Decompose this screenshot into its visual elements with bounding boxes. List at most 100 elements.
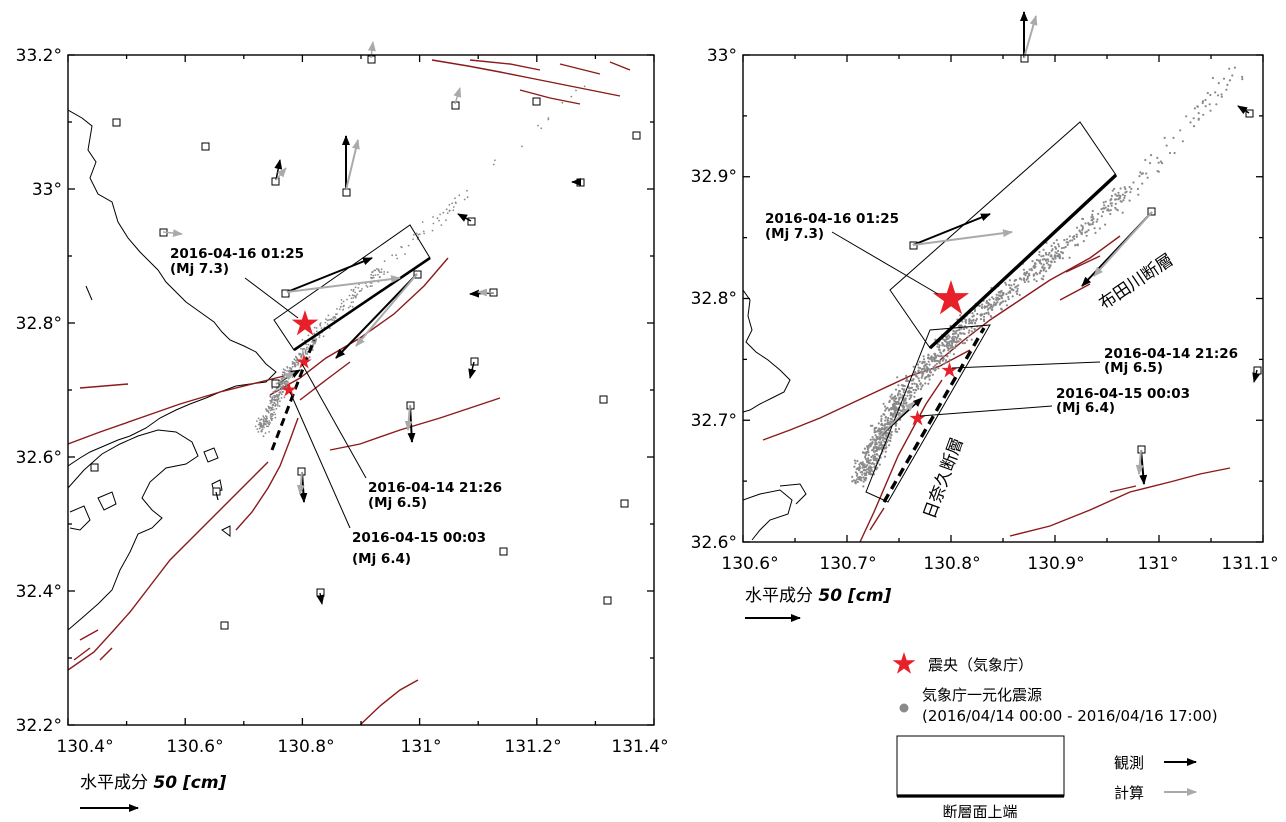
seismicity-dot (383, 271, 386, 273)
seismicity-dot (1041, 266, 1044, 269)
seismicity-dot (350, 301, 353, 304)
right-displacement-arrows (877, 11, 1261, 485)
seismicity-dot (273, 398, 276, 401)
seismicity-dot (930, 358, 933, 361)
seismicity-dot (326, 323, 329, 326)
seismicity-dot (875, 441, 878, 444)
seismicity-dot (262, 418, 265, 421)
seismicity-dot (432, 222, 435, 225)
seismicity-dot (867, 446, 870, 449)
seismicity-dot (885, 426, 888, 429)
seismicity-dot (937, 367, 940, 370)
seismicity-dot (933, 352, 937, 355)
seismicity-dot (878, 444, 881, 447)
seismicity-dot (1020, 278, 1023, 281)
seismicity-dot (862, 476, 865, 479)
seismicity-dot (946, 341, 949, 345)
seismicity-dot (436, 217, 439, 220)
seismicity-dot (885, 434, 888, 437)
seismicity-dot (354, 291, 356, 294)
seismicity-dot (1121, 193, 1124, 196)
seismicity-dot (311, 349, 314, 351)
seismicity-dot (970, 338, 973, 341)
seismicity-dot (877, 422, 880, 425)
seismicity-dot (1146, 176, 1149, 179)
seismicity-dot (1161, 162, 1164, 165)
seismicity-dot (269, 396, 272, 398)
seismicity-dot (888, 444, 891, 447)
left-event-label-mj73-mag: (Mj 7.3) (170, 261, 229, 277)
seismicity-dot (990, 308, 993, 311)
seismicity-dot (371, 271, 373, 274)
right-event-label-mj65-date: 2016-04-14 21:26 (1104, 346, 1238, 362)
seismicity-dot (283, 371, 286, 374)
seismicity-dot (886, 423, 889, 426)
seismicity-dot (305, 343, 307, 346)
seismicity-dot (869, 438, 872, 441)
seismicity-dot (266, 417, 268, 420)
seismicity-dot (438, 219, 440, 222)
seismicity-dot (1031, 260, 1034, 263)
seismicity-dot (412, 238, 414, 241)
seismicity-dot (1081, 217, 1084, 220)
seismicity-dot (271, 408, 273, 411)
seismicity-dot (417, 233, 420, 236)
seismicity-dot (1109, 202, 1112, 205)
right-coastline (743, 289, 807, 541)
seismicity-dot (1082, 240, 1085, 243)
seismicity-dot (924, 382, 927, 385)
seismicity-dot (265, 409, 268, 412)
seismicity-dot (1035, 258, 1038, 261)
seismicity-dot (540, 127, 543, 130)
seismicity-dot (1042, 263, 1045, 266)
seismicity-dot (861, 461, 864, 464)
seismicity-dot (1008, 290, 1012, 293)
seismicity-dot (1060, 247, 1064, 250)
seismicity-dot (931, 373, 935, 376)
seismicity-dot (270, 399, 273, 402)
seismicity-dot (873, 465, 876, 469)
seismicity-dot (959, 338, 962, 341)
seismicity-dot (1030, 267, 1033, 271)
seismicity-dot (967, 335, 970, 338)
seismicity-dot (521, 145, 523, 148)
seismicity-dot (1225, 88, 1228, 91)
seismicity-dot (893, 408, 896, 411)
seismicity-dot (978, 304, 981, 307)
seismicity-dot (1009, 291, 1012, 294)
seismicity-dot (911, 382, 914, 385)
seismicity-dot (921, 367, 925, 370)
seismicity-dot (275, 407, 278, 410)
seismicity-dot (889, 420, 892, 423)
seismicity-dot (867, 450, 870, 453)
seismicity-dot (960, 325, 963, 328)
seismicity-dot (1018, 293, 1021, 297)
seismicity-dot (306, 353, 309, 355)
seismicity-dot (352, 301, 355, 303)
right-tick-marks (742, 54, 1264, 543)
seismicity-dot (963, 342, 967, 345)
left-scale-caption: 水平成分 50 [cm] (80, 773, 227, 793)
seismicity-dot (332, 316, 335, 319)
seismicity-dot (262, 424, 265, 427)
seismicity-dot (1058, 253, 1061, 256)
seismicity-dot (915, 374, 918, 378)
seismicity-dot (282, 391, 285, 393)
seismicity-dot (282, 385, 285, 388)
seismicity-dot (261, 430, 263, 433)
seismicity-dot (958, 327, 961, 330)
seismicity-dot (452, 209, 455, 212)
seismicity-dot (1098, 227, 1101, 230)
seismicity-dot (921, 371, 925, 374)
seismicity-dot (328, 319, 330, 321)
seismicity-dot (1091, 209, 1094, 213)
seismicity-dot (1007, 298, 1010, 301)
seismicity-dot (907, 380, 910, 383)
seismicity-dot (271, 401, 273, 403)
legend-fault-plane-box (896, 735, 1065, 797)
seismicity-dot (1156, 170, 1159, 173)
seismicity-dot (1214, 91, 1217, 94)
seismicity-dot (300, 347, 302, 350)
right-leader-lines (831, 231, 1101, 417)
right-fault-model (865, 121, 1118, 503)
